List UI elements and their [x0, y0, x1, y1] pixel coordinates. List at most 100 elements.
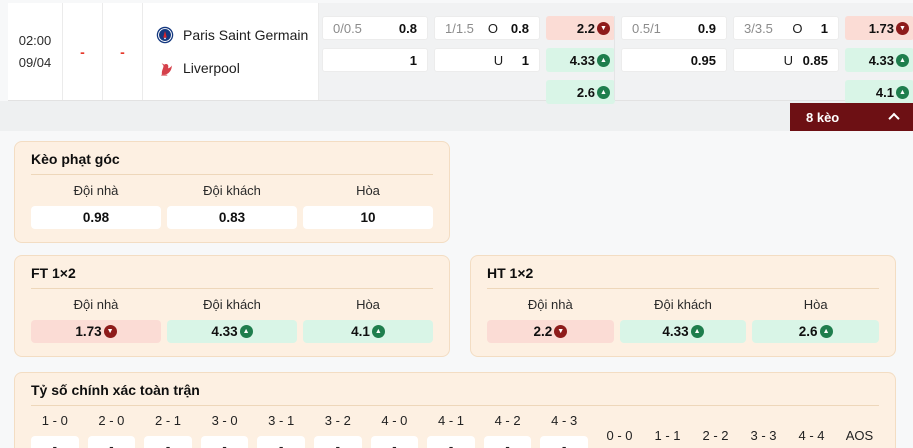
match-time-column: 02:00 09/04 — [8, 3, 62, 100]
under-odds-box[interactable]: U 0.85 — [733, 48, 839, 72]
score-label: 1 - 1 — [654, 428, 681, 443]
panel-title: Kèo phạt góc — [31, 151, 433, 175]
home-header: Đội nhà — [527, 297, 573, 312]
odds-value: 4.1 — [351, 324, 370, 339]
away-header: Đội khách — [654, 297, 712, 312]
ou-line: 1/1.5 — [445, 20, 474, 36]
home-win-odds-cell[interactable]: 2.2 ▼ — [546, 16, 615, 40]
under-label: U — [783, 52, 794, 68]
score-odds-cell[interactable]: - — [540, 436, 588, 448]
score-label: 2 - 1 — [154, 413, 181, 428]
handicap-line: 0/0.5 — [333, 20, 362, 36]
odds-value: 2.6 — [576, 84, 595, 100]
under-odds-box[interactable]: U 1 — [434, 48, 540, 72]
away-win-odds-cell[interactable]: 4.33 ▲ — [546, 48, 615, 72]
score-odds-cell[interactable]: - — [313, 436, 362, 448]
handicap-odds: 0.8 — [398, 20, 417, 36]
toggle-row: 8 kèo — [0, 101, 913, 131]
trend-down-icon: ▼ — [597, 21, 610, 35]
handicap-odds-box[interactable]: 0.95 — [621, 48, 727, 72]
draw-odds-cell[interactable]: 2.6 ▲ — [546, 80, 615, 104]
odds-value: 4.1 — [875, 84, 894, 100]
handicap-odds-box[interactable]: 1 — [322, 48, 428, 72]
score-odds-cell[interactable]: - — [427, 436, 475, 448]
score-odds-cell[interactable]: - — [370, 436, 419, 448]
away-team-row[interactable]: Liverpool — [156, 59, 318, 77]
handicap-odds: 1 — [409, 52, 417, 68]
ft-draw-odds-cell[interactable]: 4.1 ▲ — [303, 320, 433, 343]
over-odds-box[interactable]: 3/3.5 O 1 — [733, 16, 839, 40]
over-label: O — [487, 20, 499, 36]
spacer — [733, 80, 839, 104]
trend-up-icon: ▲ — [597, 53, 610, 67]
correct-score-draw-grid: 0 - 0 1 - 1 2 - 2 3 - 3 4 - 4 AOS - - - … — [600, 428, 879, 448]
match-time: 02:00 — [18, 33, 52, 48]
odds-group-1: 0/0.5 0.8 1/1.5 O 0.8 2.2 ▼ 1 U 1 — [319, 16, 615, 104]
correct-score-panel: Tỷ số chính xác toàn trận 1 - 0 2 - 0 2 … — [14, 372, 896, 448]
trend-up-icon: ▲ — [896, 85, 909, 99]
handicap-odds-box[interactable]: 0/0.5 0.8 — [322, 16, 428, 40]
score-label: 3 - 0 — [211, 413, 238, 428]
ft-away-odds-cell[interactable]: 4.33 ▲ — [167, 320, 297, 343]
trend-up-icon: ▲ — [819, 325, 833, 338]
odds-area: 0/0.5 0.8 1/1.5 O 0.8 2.2 ▼ 1 U 1 — [319, 3, 913, 104]
odds-value: 4.33 — [211, 324, 238, 339]
score-odds-cell[interactable]: - — [144, 436, 192, 448]
score-odds-cell[interactable]: - — [200, 436, 249, 448]
odds-value: 2.2 — [576, 20, 595, 36]
handicap-odds-box[interactable]: 0.5/1 0.9 — [621, 16, 727, 40]
score-label: 1 - 0 — [41, 413, 68, 428]
score-label: 3 - 2 — [324, 413, 351, 428]
score-label: 4 - 0 — [381, 413, 408, 428]
match-date: 09/04 — [18, 55, 52, 70]
away-win-odds-cell[interactable]: 4.33 ▲ — [845, 48, 913, 72]
under-odds: 0.85 — [802, 52, 828, 68]
trend-down-icon: ▼ — [896, 21, 909, 35]
trend-up-icon: ▲ — [597, 85, 610, 99]
trend-up-icon: ▲ — [239, 325, 253, 338]
markets-content: Kèo phạt góc Đội nhà 0.98 Đội khách 0.83… — [0, 131, 913, 448]
corner-away-odds[interactable]: 0.83 — [167, 206, 297, 229]
correct-score-win-grid: 1 - 0 2 - 0 2 - 1 3 - 0 3 - 1 3 - 2 4 - … — [31, 413, 588, 448]
away-header: Đội khách — [203, 297, 261, 312]
home-header: Đội nhà — [73, 297, 119, 312]
score-odds-cell[interactable]: - — [257, 436, 305, 448]
trend-up-icon: ▲ — [690, 325, 704, 338]
score-odds-cell[interactable]: - — [483, 436, 532, 448]
away-team-name: Liverpool — [183, 60, 240, 76]
ou-line: 3/3.5 — [744, 20, 773, 36]
over-odds: 0.8 — [510, 20, 529, 36]
score-odds-cell[interactable]: - — [87, 436, 136, 448]
trend-down-icon: ▼ — [103, 325, 117, 338]
over-odds-box[interactable]: 1/1.5 O 0.8 — [434, 16, 540, 40]
liverpool-logo-icon — [161, 63, 172, 76]
odds-group-2: 0.5/1 0.9 3/3.5 O 1 1.73 ▼ 0.95 U 0.85 — [614, 16, 913, 104]
ht-away-odds-cell[interactable]: 4.33 ▲ — [619, 320, 747, 343]
handicap-odds: 0.9 — [697, 20, 716, 36]
ht-draw-odds-cell[interactable]: 2.6 ▲ — [752, 320, 880, 343]
home-win-odds-cell[interactable]: 1.73 ▼ — [845, 16, 913, 40]
corner-home-odds[interactable]: 0.98 — [31, 206, 161, 229]
ht-home-odds-cell[interactable]: 2.2 ▼ — [487, 320, 614, 343]
score-label: AOS — [845, 428, 874, 443]
ft-home-odds-cell[interactable]: 1.73 ▼ — [31, 320, 161, 343]
markets-toggle-button[interactable]: 8 kèo — [790, 103, 913, 131]
score-label: 3 - 3 — [750, 428, 777, 443]
odds-value: 4.33 — [868, 52, 894, 68]
corner-draw-odds[interactable]: 10 — [303, 206, 433, 229]
panel-title: FT 1×2 — [31, 265, 433, 289]
home-team-row[interactable]: Paris Saint Germain — [156, 26, 318, 44]
spacer — [621, 80, 727, 104]
over-label: O — [792, 20, 803, 36]
score-label: 2 - 0 — [98, 413, 125, 428]
handicap-odds: 0.95 — [690, 52, 716, 68]
ht-1x2-panel: HT 1×2 Đội nhà 2.2 ▼ Đội khách 4.33 ▲ — [470, 255, 896, 357]
odds-value: 4.33 — [662, 324, 689, 339]
handicap-line: 0.5/1 — [632, 20, 661, 36]
score-odds-cell[interactable]: - — [31, 436, 79, 448]
match-row: 02:00 09/04 - - Paris Saint Germain Live… — [8, 3, 913, 104]
trend-up-icon: ▲ — [896, 53, 909, 67]
home-team-name: Paris Saint Germain — [183, 27, 309, 43]
draw-odds-cell[interactable]: 4.1 ▲ — [845, 80, 913, 104]
draw-header: Hòa — [356, 297, 380, 312]
